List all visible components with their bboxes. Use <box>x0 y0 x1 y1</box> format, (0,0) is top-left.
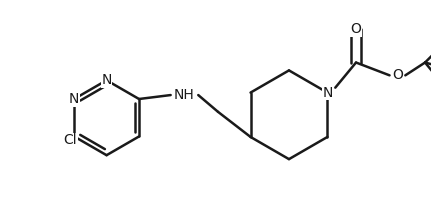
Text: Cl: Cl <box>63 133 77 147</box>
Text: NH: NH <box>174 88 195 102</box>
Text: N: N <box>69 92 79 106</box>
Text: N: N <box>322 86 332 100</box>
Text: O: O <box>392 68 403 82</box>
Text: O: O <box>351 22 362 36</box>
Text: N: N <box>102 73 112 87</box>
